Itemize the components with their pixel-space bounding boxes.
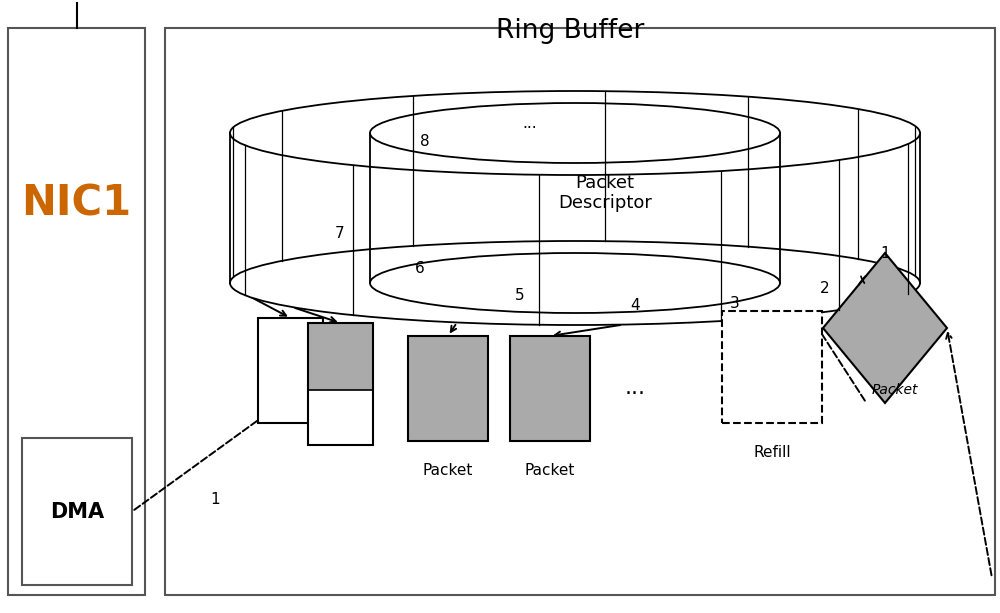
Bar xyxy=(8,28,145,595)
Bar xyxy=(308,323,373,445)
Text: 6: 6 xyxy=(415,261,425,275)
Text: ✗: ✗ xyxy=(855,275,868,289)
Bar xyxy=(510,336,590,441)
Text: ...: ... xyxy=(523,115,537,131)
Text: Refill: Refill xyxy=(753,445,791,460)
Polygon shape xyxy=(823,253,947,403)
Text: ...: ... xyxy=(624,378,646,398)
Text: DMA: DMA xyxy=(50,501,104,522)
Text: 5: 5 xyxy=(515,287,525,302)
Ellipse shape xyxy=(370,103,780,163)
Ellipse shape xyxy=(370,253,780,313)
Bar xyxy=(308,323,373,390)
Text: 3: 3 xyxy=(730,295,740,311)
Text: Packet: Packet xyxy=(525,463,575,478)
Text: NIC1: NIC1 xyxy=(21,182,132,224)
Text: 1: 1 xyxy=(880,245,890,261)
Bar xyxy=(308,390,373,445)
Text: Packet: Packet xyxy=(872,383,918,397)
Bar xyxy=(22,438,132,585)
Text: Packet
Descriptor: Packet Descriptor xyxy=(558,173,652,212)
Text: 8: 8 xyxy=(420,134,430,148)
Text: Packet: Packet xyxy=(423,463,473,478)
Bar xyxy=(258,318,323,423)
Text: 1: 1 xyxy=(210,492,220,508)
Bar xyxy=(408,336,488,441)
Ellipse shape xyxy=(230,241,920,325)
Bar xyxy=(722,311,822,423)
Text: 2: 2 xyxy=(820,281,830,295)
Ellipse shape xyxy=(230,91,920,175)
Bar xyxy=(165,28,995,595)
Text: 4: 4 xyxy=(630,297,640,313)
Text: 7: 7 xyxy=(335,226,345,240)
Text: Ring Buffer: Ring Buffer xyxy=(496,18,644,44)
